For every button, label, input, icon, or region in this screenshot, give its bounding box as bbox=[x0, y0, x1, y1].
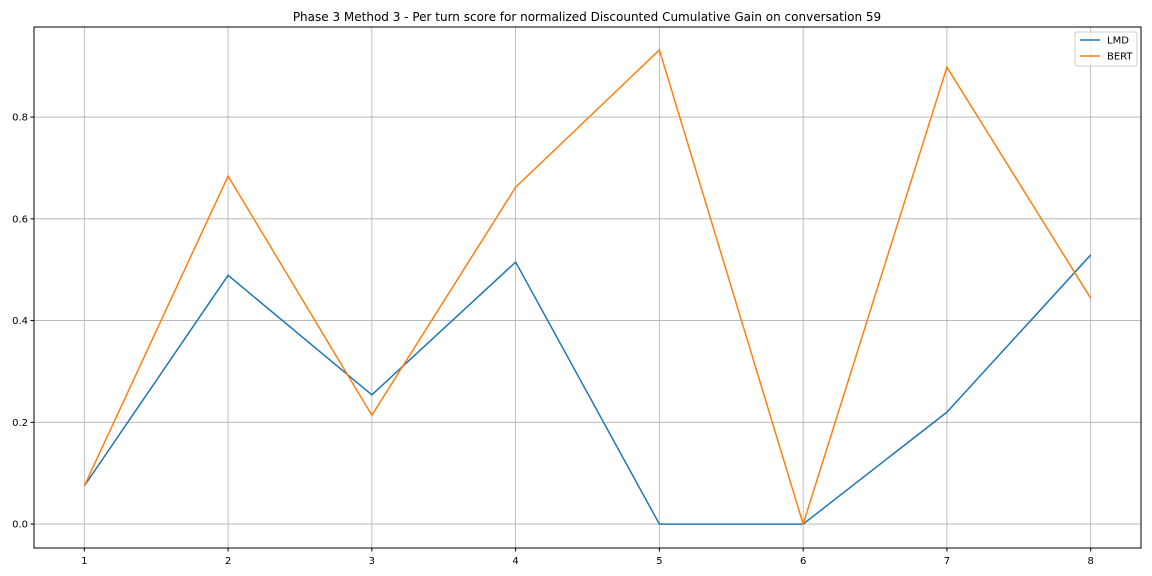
x-tick-label: 5 bbox=[656, 556, 662, 567]
series-group bbox=[83, 48, 1092, 527]
x-tick-label: 4 bbox=[512, 556, 518, 567]
legend: LMD BERT bbox=[1074, 31, 1138, 67]
x-tick-label: 3 bbox=[369, 556, 375, 567]
legend-label: LMD bbox=[1107, 36, 1129, 47]
chart-title: Phase 3 Method 3 - Per turn score for no… bbox=[293, 10, 881, 24]
y-tick-label: 0.0 bbox=[12, 520, 28, 531]
x-tick-label: 8 bbox=[1087, 556, 1093, 567]
x-tick-label: 1 bbox=[81, 556, 87, 567]
series-line-bert bbox=[83, 48, 1092, 527]
y-tick-label: 0.6 bbox=[12, 214, 28, 225]
plot-frame bbox=[33, 26, 1142, 549]
legend-label: BERT bbox=[1107, 52, 1133, 63]
y-tick-label: 0.8 bbox=[12, 113, 28, 124]
y-tick-label: 0.4 bbox=[12, 316, 28, 327]
series-line-lmd bbox=[83, 254, 1092, 525]
x-tick-label: 7 bbox=[944, 556, 950, 567]
x-tick-label: 6 bbox=[800, 556, 806, 567]
x-tick-label: 2 bbox=[225, 556, 231, 567]
y-tick-label: 0.2 bbox=[12, 418, 28, 429]
grid bbox=[34, 27, 1141, 548]
ticks: 1 2 3 4 5 6 7 8 0.0 0.2 0.4 0.6 0.8 bbox=[12, 113, 1094, 567]
